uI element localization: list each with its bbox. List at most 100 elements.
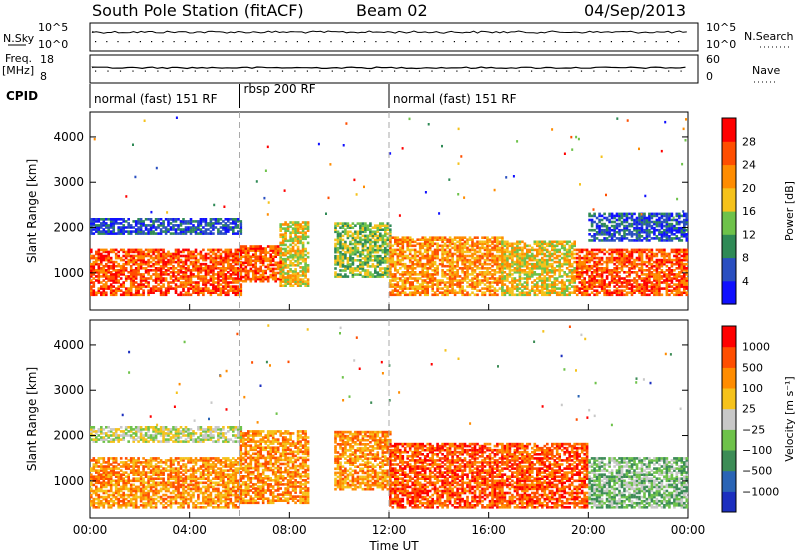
power-cell bbox=[615, 293, 619, 297]
power-cell bbox=[149, 220, 153, 223]
power-cell bbox=[339, 265, 342, 268]
power-cell bbox=[605, 267, 609, 270]
power-cell bbox=[97, 256, 101, 260]
power-cell bbox=[403, 279, 407, 282]
power-cell bbox=[456, 240, 459, 244]
power-cell bbox=[279, 241, 282, 245]
power-cell bbox=[658, 264, 661, 268]
power-cell bbox=[573, 277, 576, 280]
power-cell bbox=[683, 252, 686, 256]
power-cell bbox=[149, 256, 153, 260]
power-cell bbox=[234, 291, 238, 294]
power-cell bbox=[276, 251, 280, 254]
power-cell bbox=[122, 228, 125, 231]
power-cell bbox=[548, 254, 552, 258]
power-cell bbox=[192, 228, 195, 231]
power-cell bbox=[149, 218, 153, 221]
power-cell bbox=[521, 262, 524, 266]
power-cell bbox=[575, 293, 579, 297]
power-cell bbox=[575, 277, 579, 280]
power-cell bbox=[281, 272, 285, 275]
power-cell bbox=[531, 264, 534, 268]
power-cell bbox=[648, 256, 651, 260]
power-cell bbox=[227, 289, 230, 292]
power-cell bbox=[169, 258, 173, 262]
power-cell bbox=[620, 248, 624, 252]
power-cell bbox=[122, 269, 125, 272]
power-cell bbox=[478, 248, 482, 252]
power-cell bbox=[531, 254, 534, 258]
power-cell bbox=[670, 289, 674, 292]
power-cell bbox=[346, 250, 350, 254]
power-cell bbox=[281, 278, 285, 281]
power-cell bbox=[403, 281, 407, 284]
power-cell bbox=[628, 273, 631, 276]
power-cell bbox=[600, 230, 604, 234]
power-cell bbox=[670, 285, 674, 288]
power-cell bbox=[456, 279, 459, 282]
power-cell bbox=[645, 216, 649, 220]
power-cell bbox=[105, 254, 108, 258]
power-cell bbox=[259, 275, 262, 279]
power-cell bbox=[580, 273, 584, 276]
power-cell bbox=[184, 271, 188, 274]
power-cell bbox=[172, 254, 175, 258]
power-cell bbox=[97, 252, 101, 256]
nsearch-point bbox=[599, 41, 601, 43]
power-cell bbox=[605, 239, 609, 242]
power-cell bbox=[413, 258, 417, 262]
power-cell bbox=[167, 262, 170, 266]
power-cell bbox=[182, 232, 185, 235]
power-cell bbox=[533, 254, 537, 258]
power-cell bbox=[583, 262, 586, 266]
power-cell bbox=[603, 237, 606, 240]
power-cell bbox=[361, 265, 365, 268]
power-cell bbox=[299, 223, 302, 226]
power-cell bbox=[169, 262, 173, 266]
power-cell bbox=[418, 256, 422, 260]
power-cell bbox=[167, 273, 170, 276]
power-cell bbox=[663, 258, 666, 262]
power-cell bbox=[640, 248, 644, 252]
power-cell bbox=[90, 267, 93, 270]
power-cell bbox=[276, 271, 280, 275]
power-cell bbox=[523, 293, 527, 297]
power-cell bbox=[625, 285, 629, 288]
power-cell bbox=[369, 240, 372, 244]
power-cell bbox=[421, 275, 424, 278]
power-cell bbox=[560, 264, 564, 268]
power-cell bbox=[389, 224, 392, 227]
power-cell bbox=[491, 258, 494, 262]
power-cell bbox=[575, 256, 579, 260]
power-cell bbox=[341, 269, 345, 272]
power-cell bbox=[608, 281, 611, 284]
power-cell bbox=[675, 291, 679, 294]
power-cell bbox=[204, 285, 208, 288]
power-cell bbox=[563, 252, 566, 256]
power-cell bbox=[194, 230, 198, 233]
power-cell bbox=[374, 240, 377, 244]
power-cell bbox=[453, 242, 457, 246]
power-cell bbox=[346, 230, 350, 234]
power-cell bbox=[232, 226, 235, 229]
power-cell bbox=[219, 271, 223, 274]
power-cell bbox=[421, 238, 424, 241]
power-cell bbox=[237, 271, 240, 274]
power-cell bbox=[481, 293, 484, 297]
power-cell bbox=[428, 246, 432, 250]
power-cell bbox=[408, 236, 412, 239]
power-cell bbox=[600, 222, 604, 226]
power-cell bbox=[618, 256, 621, 260]
power-cell bbox=[296, 282, 300, 285]
power-cell bbox=[252, 263, 255, 267]
power-cell bbox=[224, 258, 228, 262]
power-cell bbox=[428, 258, 432, 262]
power-cell bbox=[575, 287, 579, 290]
power-cell bbox=[408, 273, 412, 276]
power-cell bbox=[192, 250, 195, 254]
power-cell bbox=[276, 245, 280, 248]
power-cell bbox=[533, 242, 537, 246]
power-cell bbox=[224, 250, 228, 254]
power-cell bbox=[281, 233, 285, 236]
power-cell bbox=[506, 279, 509, 282]
